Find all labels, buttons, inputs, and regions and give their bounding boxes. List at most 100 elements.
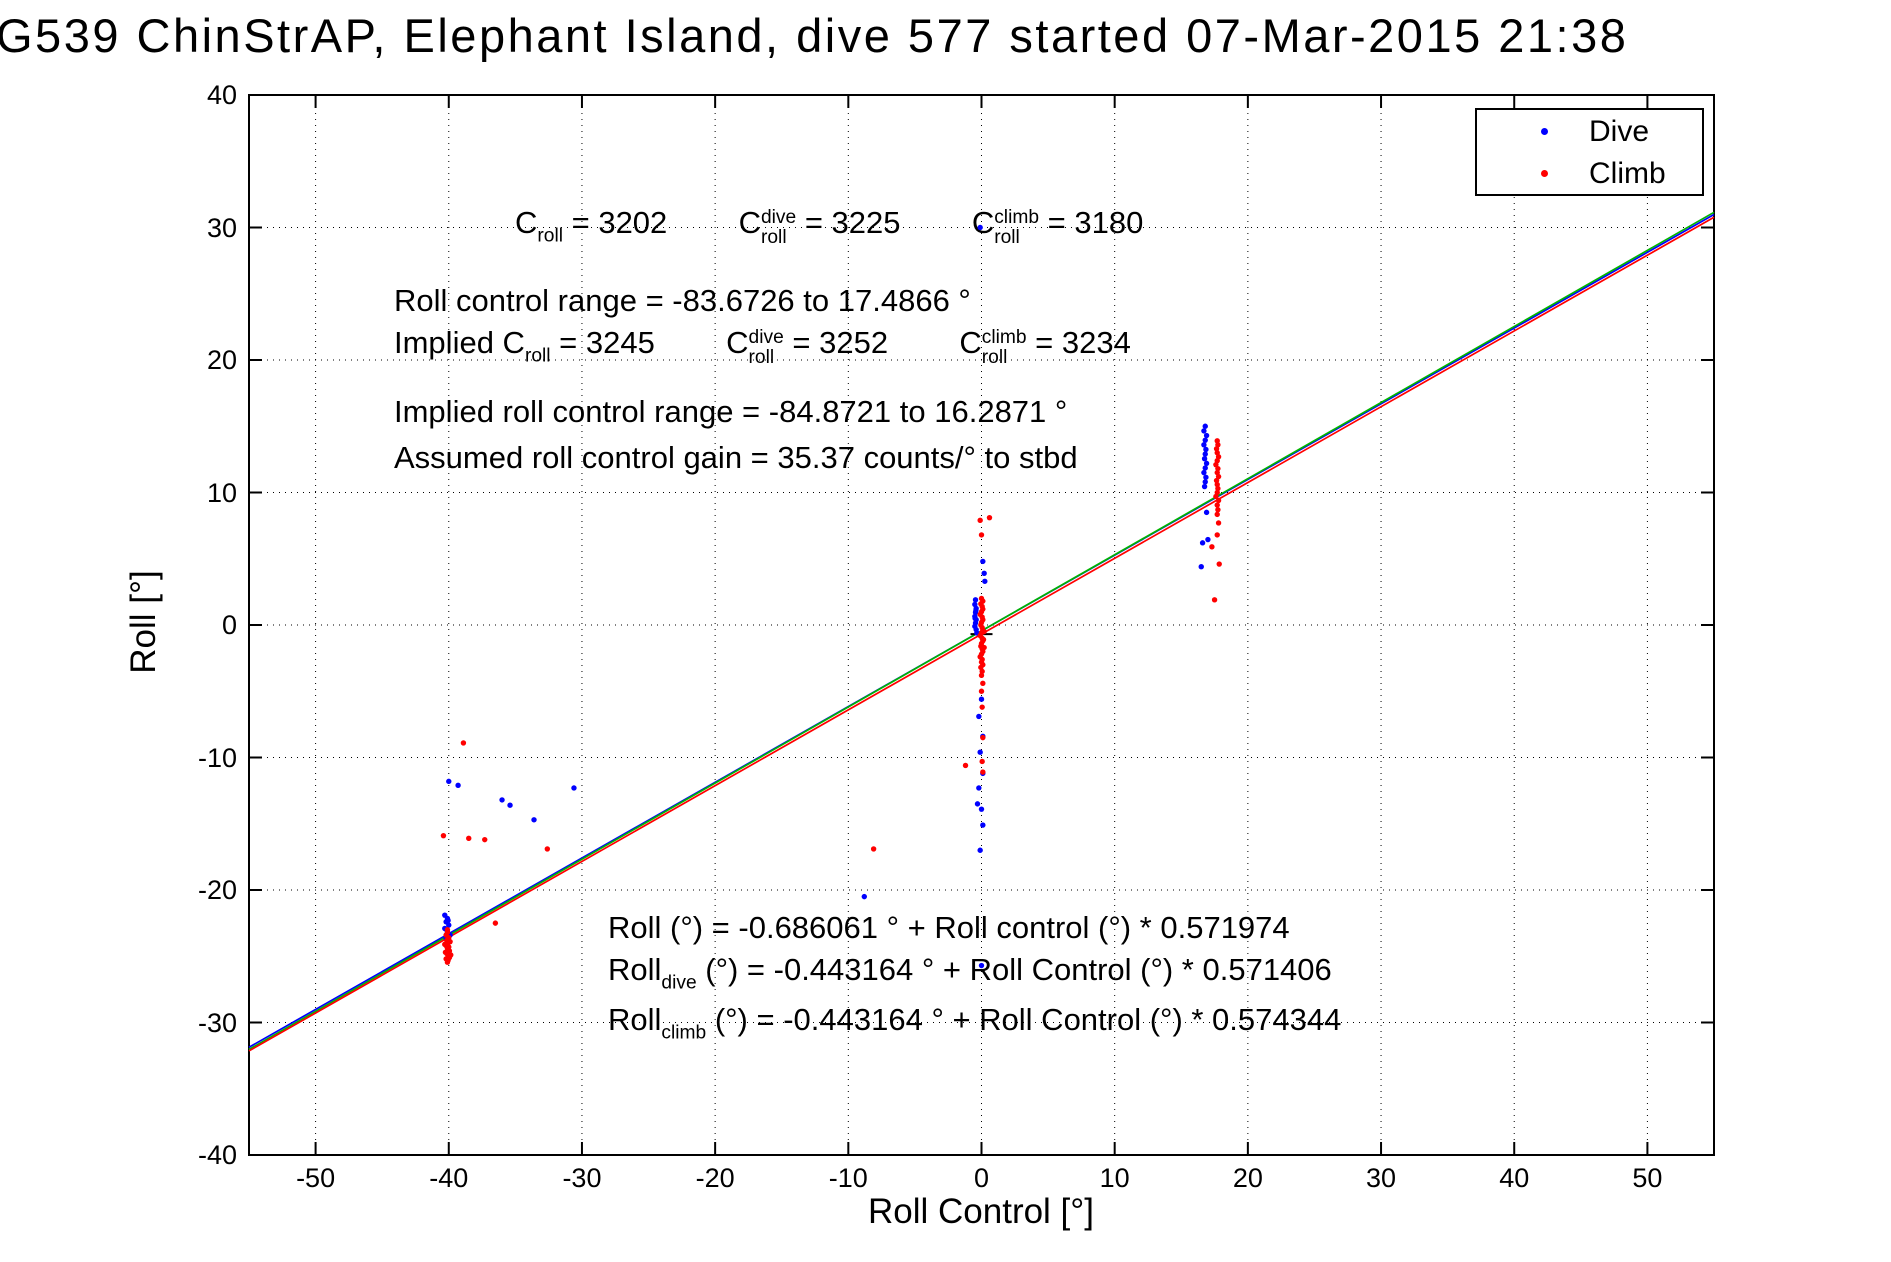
scatter-point [1213,493,1219,500]
annotation-row: Roll (°) = -0.686061 ° + Roll control (°… [608,910,1290,946]
scatter-point [1215,485,1221,492]
legend: Dive Climb [1475,108,1704,196]
scatter-point [978,962,985,969]
scatter-point [1215,497,1222,504]
annotation-subscript: climb [661,1022,707,1044]
scatter-point [980,822,986,828]
scatter-point [1216,561,1222,567]
legend-entry-climb: Climb [1477,152,1702,194]
annotation-superscript: dive [760,207,797,229]
annotation-superscript: climb [994,207,1040,229]
annotation-superscript: dive [748,327,784,349]
x-tick-label: 0 [973,1163,990,1193]
scatter-point [492,920,499,926]
annotation-text: = 3202 [563,205,668,240]
annotation-text: Implied C [394,325,525,360]
scatter-point [1209,544,1215,550]
y-tick-label: 0 [221,610,237,640]
scatter-point [979,668,985,675]
y-tick-label: 20 [206,345,237,375]
scatter-point [444,927,451,933]
scatter-point [445,957,451,963]
scatter-point [442,949,449,955]
annotation-text: Implied roll control range = -84.8721 to… [394,394,1068,429]
y-tick-label: -10 [197,742,237,773]
scatter-point [977,224,983,231]
scatter-point [1214,511,1220,518]
scatter-point [980,680,986,686]
scatter-point [980,636,987,643]
annotation-supsub: climb roll [994,208,1039,247]
scatter-point [977,749,983,755]
annotation-text: C [515,205,538,240]
annotation-text: C [726,325,749,360]
annotation-row: Roll control range = -83.6726 to 17.4866… [394,283,971,319]
annotation-text: Assumed roll control gain = 35.37 counts… [394,440,1078,475]
scatter-point [1213,461,1219,468]
annotation-text: Roll [608,952,662,987]
scatter-point [1214,438,1220,444]
scatter-point [1201,469,1207,476]
scatter-point [447,938,453,945]
annotation-row: Implied roll control range = -84.8721 to… [394,394,1067,430]
scatter-point [1213,446,1220,452]
y-tick-label: -20 [197,875,237,905]
scatter-point [980,734,986,741]
scatter-point [870,846,877,852]
scatter-point [980,558,986,565]
scatter-point [981,570,987,577]
scatter-point [1214,502,1220,508]
x-tick-label: -10 [828,1163,868,1193]
annotation-superscript: climb [981,327,1027,349]
x-tick-label: -20 [695,1163,735,1193]
annotation-subscript: roll [981,346,1008,368]
scatter-point [976,785,982,791]
scatter-point [977,517,983,524]
y-tick-label: 30 [206,212,237,243]
annotation-row: Assumed roll control gain = 35.37 counts… [394,440,1078,476]
x-tick-label: -40 [429,1163,469,1193]
scatter-point [986,514,993,521]
x-tick-label: 20 [1232,1163,1263,1193]
scatter-point [460,740,467,746]
scatter-point [1202,479,1208,485]
scatter-point [531,817,537,823]
annotation-text: = 3180 [1039,205,1144,240]
annotation-text: Roll control range = -83.6726 to 17.4866… [394,283,971,318]
y-tick-label: -40 [197,1140,237,1170]
annotation-subscript: dive [661,972,697,994]
annotation-supsub: dive roll [761,208,796,247]
scatter-point [978,806,985,812]
scatter-point [1215,473,1222,480]
scatter-point [1205,536,1211,543]
y-tick-label: 10 [206,477,237,508]
annotation-text: Roll [608,1002,662,1037]
scatter-point [979,704,985,710]
scatter-point [978,672,985,679]
annotation-subscript: roll [760,226,787,248]
scatter-point [973,607,979,614]
scatter-point [982,578,988,584]
scatter-point [1203,474,1209,480]
scatter-point [1203,432,1210,439]
dive-points [442,224,1211,969]
annotation-subscript: roll [524,345,551,367]
scatter-point [972,615,978,622]
annotation-text: C [971,205,995,240]
scatter-point [442,941,448,948]
y-tick-label: 40 [206,80,237,110]
chart-title: G539 ChinStrAP, Elephant Island, dive 57… [0,9,1629,62]
x-axis-label: Roll Control [°] [867,1192,1095,1231]
scatter-point [1213,477,1220,484]
scatter-point [974,801,981,807]
dive-marker-icon [1541,128,1548,135]
scatter-point [979,758,985,765]
scatter-point [507,802,513,808]
scatter-point [446,944,452,950]
scatter-point [1201,456,1208,462]
scatter-point [482,836,488,843]
x-tick-label: -50 [296,1163,336,1193]
